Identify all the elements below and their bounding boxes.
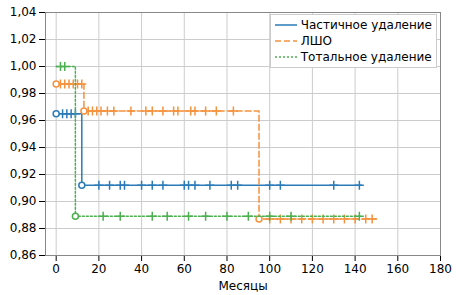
html-text:Частичное удаление: Частичное удаление — [300, 18, 432, 32]
svg-text:80: 80 — [219, 262, 234, 276]
svg-text:60: 60 — [177, 262, 192, 276]
svg-text:20: 20 — [91, 262, 106, 276]
svg-text:1,00: 1,00 — [10, 59, 37, 73]
svg-text:100: 100 — [258, 262, 281, 276]
svg-text:Месяцы: Месяцы — [218, 279, 267, 293]
svg-text:160: 160 — [386, 262, 409, 276]
svg-text:0,88: 0,88 — [10, 221, 37, 235]
svg-text:0: 0 — [52, 262, 60, 276]
svg-text:40: 40 — [134, 262, 149, 276]
svg-text:0,96: 0,96 — [10, 113, 37, 127]
svg-text:140: 140 — [344, 262, 367, 276]
svg-text:120: 120 — [301, 262, 324, 276]
svg-text:0,94: 0,94 — [10, 140, 37, 154]
html-text:Тотальное удаление: Тотальное удаление — [300, 50, 432, 64]
svg-text:180: 180 — [429, 262, 452, 276]
html-text:ЛШО: ЛШО — [300, 34, 332, 48]
svg-text:0,90: 0,90 — [10, 194, 37, 208]
svg-text:1,04: 1,04 — [10, 5, 37, 19]
svg-text:1,02: 1,02 — [10, 32, 37, 46]
svg-text:0,92: 0,92 — [10, 167, 37, 181]
svg-text:0,86: 0,86 — [10, 248, 37, 262]
svg-text:0,98: 0,98 — [10, 86, 37, 100]
